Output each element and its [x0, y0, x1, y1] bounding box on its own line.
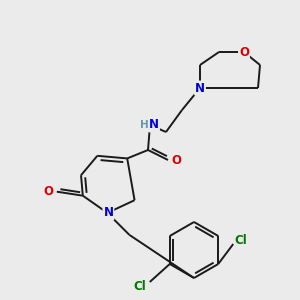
Text: Cl: Cl: [235, 235, 247, 248]
Text: N: N: [149, 118, 159, 131]
Text: N: N: [195, 82, 205, 94]
Text: O: O: [44, 185, 54, 198]
Text: N: N: [103, 206, 113, 219]
Text: O: O: [239, 46, 249, 59]
Text: O: O: [171, 154, 181, 166]
Text: Cl: Cl: [134, 280, 146, 293]
Text: H: H: [140, 120, 148, 130]
